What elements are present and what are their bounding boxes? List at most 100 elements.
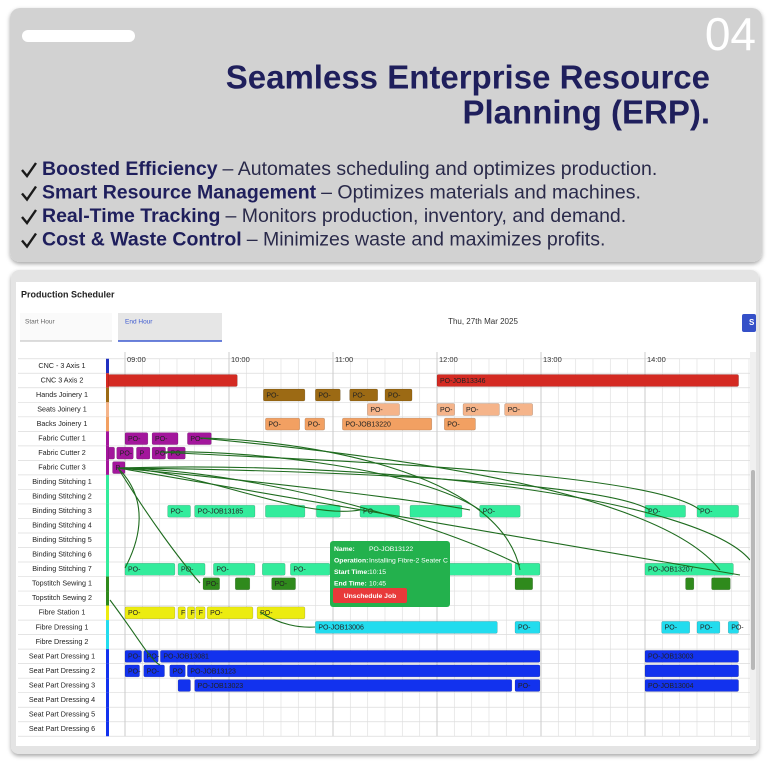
start-hour-label: Start Hour <box>25 319 55 326</box>
job-bar <box>661 621 690 634</box>
job-label: PO- <box>353 392 366 399</box>
job-bar <box>349 388 378 402</box>
job-label: PO- <box>171 509 184 516</box>
job-bar <box>187 606 195 620</box>
job-bar <box>727 621 739 634</box>
resource-color <box>106 518 109 533</box>
tooltip-value: Installing Fibre-2 Seater C <box>369 557 448 564</box>
resource-name: Fabric Cutter 2 <box>38 448 86 457</box>
resource-color <box>106 431 109 446</box>
job-label: PO- <box>155 450 168 457</box>
job-bar <box>124 563 176 576</box>
job-label: PO- <box>293 567 306 574</box>
job-label: PO- <box>518 625 531 632</box>
job-bar <box>504 403 533 416</box>
resource-color <box>106 649 109 664</box>
job-label: PO-JOB13003 <box>648 654 694 661</box>
resource-name: Fabric Cutter 3 <box>38 463 86 472</box>
title-line: Planning (ERP). <box>463 94 711 131</box>
tooltip-key: Operation: <box>334 557 368 564</box>
job-bar <box>160 650 541 663</box>
unschedule-button[interactable] <box>333 588 407 603</box>
job-bar <box>644 650 739 663</box>
job-label: PO-JOB13220 <box>345 421 391 428</box>
feature-list: Boosted Efficiency – Automates scheduling… <box>21 158 658 251</box>
job-label: PO- <box>128 567 141 574</box>
resource-color <box>106 678 109 693</box>
job-label: PO- <box>447 421 460 428</box>
job-bar <box>685 577 695 591</box>
job-bar <box>514 621 541 634</box>
job-label: PO-JOB13081 <box>163 654 209 661</box>
job-label: F <box>190 610 194 617</box>
check-icon <box>21 185 37 202</box>
job-label: PO <box>173 668 184 675</box>
link <box>117 467 140 569</box>
feature-text: – Monitors production, inventory, and de… <box>225 205 626 227</box>
job-label: PO- <box>483 509 496 516</box>
job-label: PO- <box>155 436 168 443</box>
job-bar <box>177 606 186 620</box>
job-label: PO- <box>128 436 141 443</box>
resource-name: Seat Part Dressing 4 <box>29 695 95 704</box>
resource-color <box>106 692 109 708</box>
job-bar <box>479 504 521 518</box>
resource-name: Seat Part Dressing 6 <box>29 724 95 733</box>
job-label: PO- <box>266 392 279 399</box>
resource-name: Binding Stitching 1 <box>32 477 92 486</box>
job-label: PO- <box>508 407 521 414</box>
feature-text: – Automates scheduling and optimizes pro… <box>223 158 658 180</box>
job-bar <box>436 374 739 387</box>
resource-color <box>106 387 109 403</box>
feature-label: Cost & Waste Control <box>42 229 242 251</box>
resource-name: Hands Joinery 1 <box>36 390 88 399</box>
job-label: F <box>181 610 185 617</box>
job-bar <box>213 563 256 576</box>
button[interactable] <box>742 314 756 332</box>
job-label: PO-JOB13185 <box>198 509 244 516</box>
start-hour-input[interactable] <box>20 313 112 341</box>
job-label: PO- <box>128 654 141 661</box>
job-label: PO- <box>171 450 184 457</box>
job-bar <box>367 403 400 416</box>
job-bar <box>108 446 115 460</box>
job-bar <box>234 577 251 591</box>
job-bar <box>514 679 541 692</box>
link <box>199 437 521 571</box>
resource-color <box>106 707 109 722</box>
tooltip-key: Name: <box>334 546 355 553</box>
resource-name: Backs Joinery 1 <box>37 419 88 428</box>
job-bar <box>265 504 306 518</box>
resource-name: Binding Stitching 2 <box>32 492 92 501</box>
end-hour-input[interactable] <box>118 313 222 341</box>
end-hour-label: End Hour <box>125 319 153 326</box>
unschedule-label[interactable]: Unschedule Job <box>344 593 397 600</box>
resource-name: Fibre Dressing 1 <box>36 622 89 631</box>
resource-color <box>106 663 109 679</box>
resource-color <box>106 562 109 577</box>
job-bar <box>271 577 296 591</box>
link <box>259 611 316 628</box>
resource-name: Fibre Dressing 2 <box>36 637 89 646</box>
link <box>117 467 521 566</box>
job-bar <box>151 446 166 460</box>
job-bar <box>187 664 541 678</box>
job-label: PO-JOB13123 <box>190 668 236 675</box>
job-label: PO- <box>120 450 133 457</box>
job-bar <box>696 504 739 518</box>
hour-tick-label: 14:00 <box>647 355 666 364</box>
job-label: PO- <box>648 509 661 516</box>
resource-color <box>106 591 109 606</box>
job-label: PO- <box>518 683 531 690</box>
button-label[interactable]: S <box>749 318 755 327</box>
hour-tick-label: 12:00 <box>439 355 458 364</box>
feature: Real-Time Tracking – Monitors production,… <box>42 205 626 227</box>
link <box>199 437 721 571</box>
badge: 04 <box>705 8 756 60</box>
scrollbar-thumb[interactable] <box>751 470 755 670</box>
tooltip-key: Start Time: <box>334 569 369 576</box>
job-bar <box>265 417 300 431</box>
job-bar <box>202 577 220 591</box>
tooltip-value: PO-JOB13122 <box>369 546 413 553</box>
